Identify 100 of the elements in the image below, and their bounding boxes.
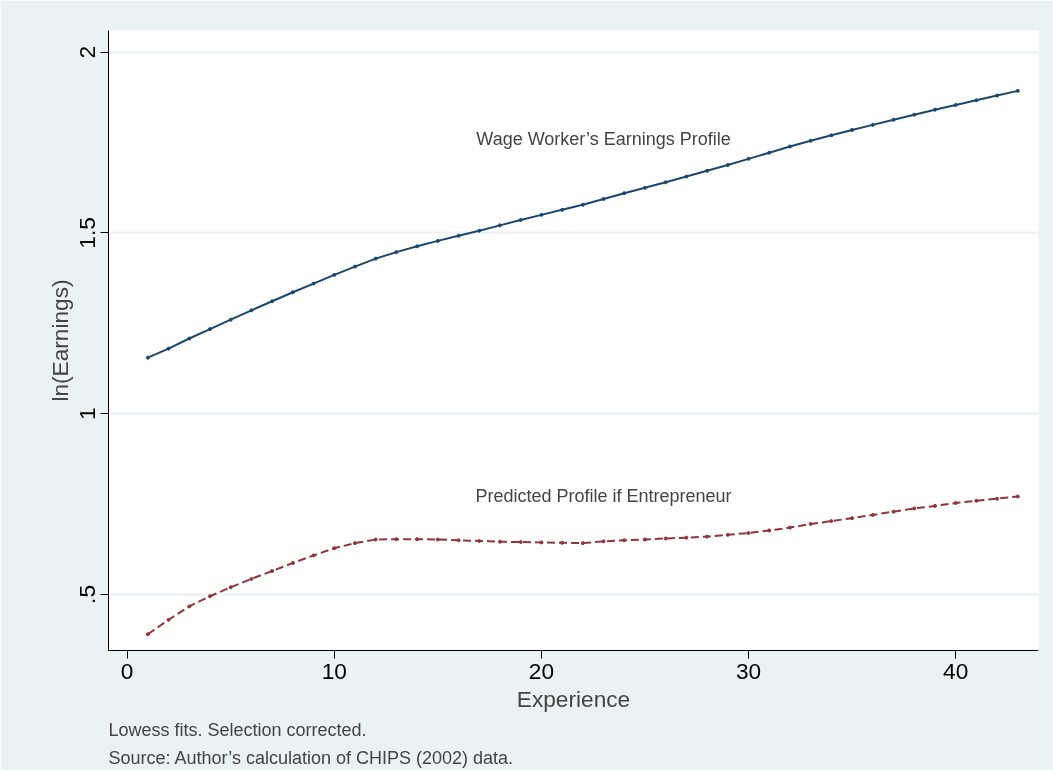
text: Lowess fits. Selection corrected. — [108, 719, 367, 740]
point — [249, 308, 254, 313]
point — [477, 228, 482, 233]
point — [415, 537, 420, 542]
point — [415, 244, 420, 249]
point — [642, 537, 647, 542]
point — [456, 233, 461, 238]
point — [891, 509, 896, 514]
point — [787, 144, 792, 149]
point — [601, 196, 606, 201]
point — [435, 537, 440, 542]
y-tick-label: .5 — [74, 585, 101, 604]
point — [829, 133, 834, 138]
point — [373, 256, 378, 261]
source-note: Source: Author’s calculation of CHIPS (2002) data. — [108, 747, 514, 768]
point — [642, 185, 647, 190]
point — [953, 102, 958, 107]
point — [332, 272, 337, 277]
point — [332, 546, 337, 551]
y-tick-label: 2 — [74, 45, 101, 59]
point — [746, 531, 751, 535]
point — [725, 532, 730, 537]
point — [270, 568, 275, 573]
point — [228, 585, 233, 590]
point — [290, 290, 295, 295]
point — [145, 355, 150, 360]
point — [746, 156, 751, 161]
x-tick-label: 10 — [321, 657, 347, 684]
y-axis-title: ln(Earnings) — [46, 279, 73, 402]
point — [560, 207, 565, 212]
point — [829, 519, 834, 524]
point — [995, 496, 1000, 501]
point — [207, 327, 212, 332]
point — [684, 535, 689, 540]
point — [394, 250, 399, 255]
y-tick-label: 1 — [74, 407, 101, 421]
point — [352, 541, 357, 546]
series-label: Predicted Profile if Entrepreneur — [475, 486, 732, 507]
point — [187, 604, 192, 609]
point — [622, 191, 627, 196]
point — [497, 223, 502, 228]
point — [518, 540, 523, 545]
point — [705, 534, 710, 539]
point — [932, 107, 937, 112]
point — [870, 122, 875, 127]
point — [270, 299, 275, 304]
point — [207, 594, 212, 599]
point — [311, 281, 316, 286]
x-tick-label: 20 — [528, 657, 554, 684]
point — [663, 180, 668, 185]
point — [622, 538, 627, 543]
point — [435, 238, 440, 243]
point — [539, 540, 544, 545]
point — [580, 541, 585, 546]
point — [249, 576, 254, 581]
point — [787, 525, 792, 530]
point — [891, 117, 896, 122]
point — [539, 212, 544, 217]
point — [187, 336, 192, 341]
y-tick-label: 1.5 — [74, 217, 101, 249]
point — [974, 98, 979, 103]
point — [808, 521, 813, 526]
point — [850, 127, 855, 132]
x-axis-title: Experience — [516, 685, 631, 712]
point — [1015, 494, 1020, 499]
point — [373, 537, 378, 542]
point — [974, 498, 979, 503]
point — [995, 93, 1000, 98]
point — [290, 561, 295, 566]
point — [580, 202, 585, 207]
point — [870, 512, 875, 517]
point — [497, 539, 502, 544]
series-label: Wage Worker’s Earnings Profile — [476, 128, 731, 149]
point — [767, 528, 772, 533]
point — [352, 264, 357, 269]
point — [912, 506, 917, 511]
x-tick-label: 40 — [943, 657, 969, 684]
point — [601, 539, 606, 544]
point — [767, 150, 772, 155]
point — [560, 540, 565, 545]
point — [456, 538, 461, 543]
point — [166, 346, 171, 351]
point — [518, 217, 523, 222]
point — [145, 632, 150, 637]
x-tick-label: 0 — [120, 657, 134, 684]
point — [311, 553, 316, 558]
point — [684, 174, 689, 179]
x-tick-label: 30 — [735, 657, 762, 684]
point — [1015, 88, 1020, 93]
point — [953, 501, 958, 505]
point — [932, 503, 937, 508]
point — [850, 516, 855, 521]
point — [705, 168, 710, 173]
point — [663, 536, 668, 541]
point — [477, 538, 482, 543]
point — [394, 537, 399, 542]
point — [808, 138, 813, 143]
point — [912, 112, 917, 117]
point — [725, 162, 730, 167]
point — [166, 617, 171, 622]
